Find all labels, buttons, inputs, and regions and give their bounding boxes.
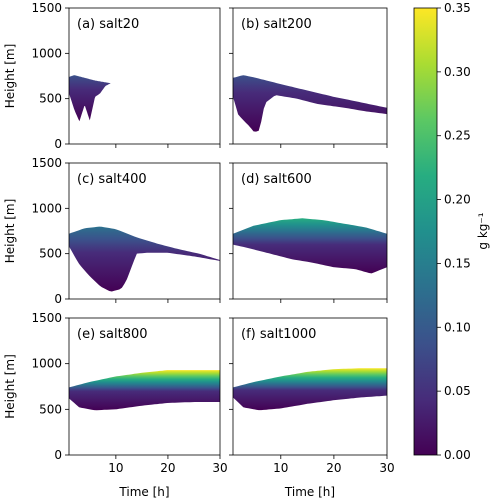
colorbar-tick-label: 0.20 <box>444 193 471 207</box>
y-axis-label: Height [m] <box>3 354 17 419</box>
y-tick-label: 1000 <box>31 46 62 60</box>
x-axis-label: Time [h] <box>284 485 335 499</box>
y-tick-label: 500 <box>39 402 62 416</box>
x-axis-label: Time [h] <box>118 485 169 499</box>
colorbar-ticks: 0.00 0.05 0.10 0.15 0.20 0.25 0.30 0.35 <box>437 1 471 462</box>
plume-field <box>69 226 220 292</box>
colorbar-scale <box>413 7 438 456</box>
plume-field <box>69 75 111 122</box>
panel-title: (a) salt20 <box>77 17 139 32</box>
colorbar-tick-label: 0.30 <box>444 65 471 79</box>
y-axis-label: Height [m] <box>3 199 17 264</box>
colorbar-tick-label: 0.15 <box>444 256 471 270</box>
axes-frame <box>232 7 388 145</box>
x-tick-label: 20 <box>326 461 341 475</box>
panel: (a) salt20 0 500 1000 1500 Height [m] <box>3 1 221 151</box>
x-tick-label: 10 <box>273 461 288 475</box>
x-tick-label: 10 <box>108 461 123 475</box>
colorbar-label: g kg⁻¹ <box>476 212 490 249</box>
y-tick-label: 1500 <box>31 1 62 15</box>
y-tick-label: 0 <box>54 448 62 462</box>
panel-title: (e) salt800 <box>77 327 148 342</box>
panel: (e) salt800 0 500 1000 1500 10 20 30 Height [m] T… <box>3 311 228 499</box>
plume-field <box>233 75 387 132</box>
axes-frame <box>68 7 221 145</box>
axes-frame <box>68 162 221 300</box>
y-tick-label: 1000 <box>31 357 62 371</box>
plume-field <box>233 368 387 411</box>
colorbar-tick-label: 0.10 <box>444 320 471 334</box>
x-tick-label: 30 <box>212 461 227 475</box>
axes-frame <box>232 162 388 300</box>
axes-frame <box>232 317 388 456</box>
y-axis-label: Height [m] <box>3 44 17 109</box>
plume-field <box>69 370 220 411</box>
panel: (d) salt600 <box>229 162 388 303</box>
y-tick-label: 500 <box>39 247 62 261</box>
colorbar-tick-label: 0.25 <box>444 129 471 143</box>
x-tick-label: 30 <box>379 461 394 475</box>
panel-title: (b) salt200 <box>241 17 312 32</box>
y-tick-label: 500 <box>39 92 62 106</box>
axes-frame <box>68 317 221 456</box>
panel-title: (c) salt400 <box>77 172 147 187</box>
y-tick-label: 1000 <box>31 201 62 215</box>
colorbar-tick-label: 0.35 <box>444 1 471 15</box>
y-tick-label: 0 <box>54 292 62 306</box>
colorbar-tick-label: 0.05 <box>444 384 471 398</box>
colorbar: 0.00 0.05 0.10 0.15 0.20 0.25 0.30 0.35 g kg⁻¹ <box>413 1 490 462</box>
x-tick-label: 20 <box>160 461 175 475</box>
panel: (c) salt400 0 500 1000 1500 Height [m] <box>3 156 221 306</box>
panel-title: (f) salt1000 <box>241 327 316 342</box>
y-tick-label: 0 <box>54 137 62 151</box>
plume-field <box>233 218 387 274</box>
colorbar-tick-label: 0.00 <box>444 448 471 462</box>
panel: (b) salt200 <box>229 7 388 148</box>
panel-title: (d) salt600 <box>241 172 312 187</box>
y-tick-label: 1500 <box>31 311 62 325</box>
panel: (f) salt1000 10 20 30 Time [h] <box>229 317 395 499</box>
y-tick-label: 1500 <box>31 156 62 170</box>
